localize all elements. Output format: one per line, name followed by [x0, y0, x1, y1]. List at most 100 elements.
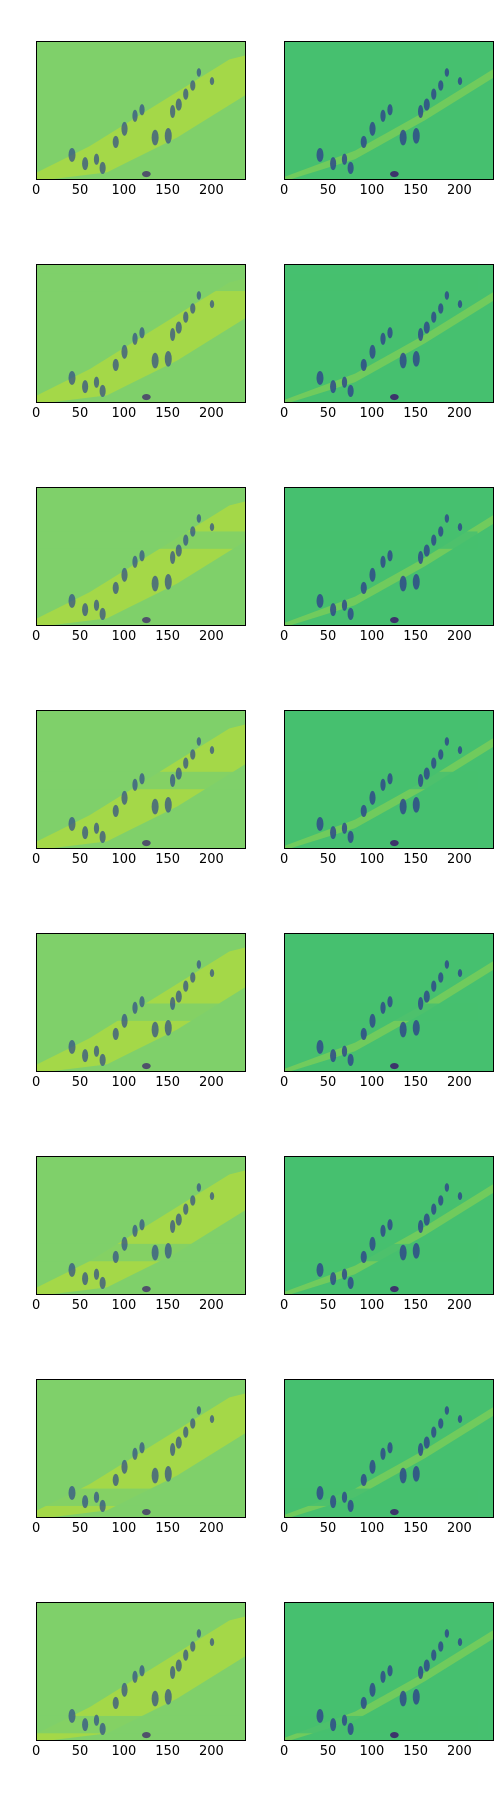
person-silhouette [444, 737, 450, 746]
person-silhouette [369, 1236, 376, 1251]
person-silhouette [390, 394, 399, 401]
person-silhouette [438, 80, 444, 91]
person-silhouette [369, 790, 376, 805]
slope-texture [285, 292, 493, 402]
bright-slope-band [37, 1170, 245, 1294]
person-silhouette [209, 77, 215, 86]
person-silhouette [438, 303, 444, 314]
x-tick-label: 150 [403, 1298, 429, 1313]
image-axes [284, 487, 494, 626]
blurred-image [37, 273, 245, 402]
person-silhouette [183, 1426, 189, 1438]
person-silhouette [390, 1063, 399, 1070]
person-silhouette [341, 1268, 348, 1280]
person-silhouette [209, 969, 215, 978]
person-silhouette [457, 523, 463, 532]
person-silhouette [142, 1509, 151, 1516]
person-silhouette [347, 1499, 354, 1513]
image-axes [284, 1379, 494, 1518]
person-silhouette [99, 607, 106, 621]
person-silhouette [164, 797, 172, 813]
person-silhouette [151, 352, 159, 369]
person-silhouette [139, 773, 145, 785]
person-silhouette [399, 1690, 407, 1707]
x-tick-label: 150 [155, 183, 181, 198]
person-silhouette [68, 1262, 76, 1277]
x-tick-label: 0 [32, 406, 41, 421]
x-tick-label: 150 [155, 1075, 181, 1090]
person-silhouette [190, 1418, 196, 1429]
x-tick-label: 0 [32, 852, 41, 867]
person-silhouette [412, 1020, 420, 1036]
person-silhouette [112, 1250, 119, 1263]
person-silhouette [418, 996, 424, 1011]
blurred-image [37, 1170, 245, 1294]
person-silhouette [151, 798, 159, 815]
person-silhouette [316, 370, 324, 385]
person-silhouette [444, 1183, 450, 1192]
x-tick-label: 50 [319, 183, 337, 198]
person-silhouette [139, 327, 145, 339]
person-silhouette [132, 778, 138, 791]
blurred-image [37, 947, 245, 1071]
person-silhouette [438, 526, 444, 537]
person-silhouette [112, 135, 119, 148]
person-silhouette [121, 1459, 128, 1474]
x-tick-label: 0 [32, 1075, 41, 1090]
person-silhouette [369, 567, 376, 582]
x-tick-label: 100 [111, 1075, 137, 1090]
x-tick-label: 150 [155, 1744, 181, 1759]
person-silhouette [121, 121, 128, 136]
person-silhouette [387, 104, 393, 116]
person-silhouette [360, 1473, 367, 1486]
person-silhouette [423, 321, 430, 334]
person-silhouette [196, 514, 202, 523]
person-silhouette [418, 1665, 424, 1680]
blurred-image [37, 501, 245, 625]
person-silhouette [139, 104, 145, 116]
person-silhouette [93, 1268, 100, 1280]
person-silhouette [170, 1442, 176, 1457]
person-silhouette [341, 822, 348, 834]
person-silhouette [99, 1499, 106, 1513]
person-silhouette [380, 332, 386, 345]
person-silhouette [444, 960, 450, 969]
person-silhouette [399, 1244, 407, 1261]
person-silhouette [457, 1192, 463, 1201]
person-silhouette [347, 1053, 354, 1067]
person-silhouette [431, 980, 437, 992]
person-silhouette [330, 1272, 337, 1286]
x-tick-label: 150 [155, 629, 181, 644]
person-silhouette [423, 1436, 430, 1449]
person-silhouette [190, 1195, 196, 1206]
person-silhouette [82, 157, 89, 171]
person-silhouette [170, 104, 176, 119]
person-silhouette [99, 830, 106, 844]
person-silhouette [347, 1276, 354, 1290]
person-silhouette [68, 370, 76, 385]
person-silhouette [183, 311, 189, 323]
person-silhouette [399, 352, 407, 369]
image-axes [36, 264, 246, 403]
person-silhouette [423, 98, 430, 111]
person-silhouette [360, 581, 367, 594]
x-tick-label: 150 [403, 852, 429, 867]
person-silhouette [457, 300, 463, 309]
blurred-image [37, 1393, 245, 1517]
person-silhouette [132, 1670, 138, 1683]
person-silhouette [112, 1696, 119, 1709]
person-silhouette [112, 581, 119, 594]
person-silhouette [175, 544, 182, 557]
person-silhouette [316, 593, 324, 608]
blurred-image [37, 1616, 245, 1740]
person-silhouette [438, 749, 444, 760]
person-silhouette [444, 514, 450, 523]
person-silhouette [431, 1426, 437, 1438]
person-silhouette [68, 1039, 76, 1054]
person-silhouette [93, 1045, 100, 1057]
person-silhouette [151, 1690, 159, 1707]
person-silhouette [190, 80, 196, 91]
x-tick-label: 0 [32, 629, 41, 644]
x-tick-label: 200 [199, 183, 224, 198]
person-silhouette [142, 1732, 151, 1739]
